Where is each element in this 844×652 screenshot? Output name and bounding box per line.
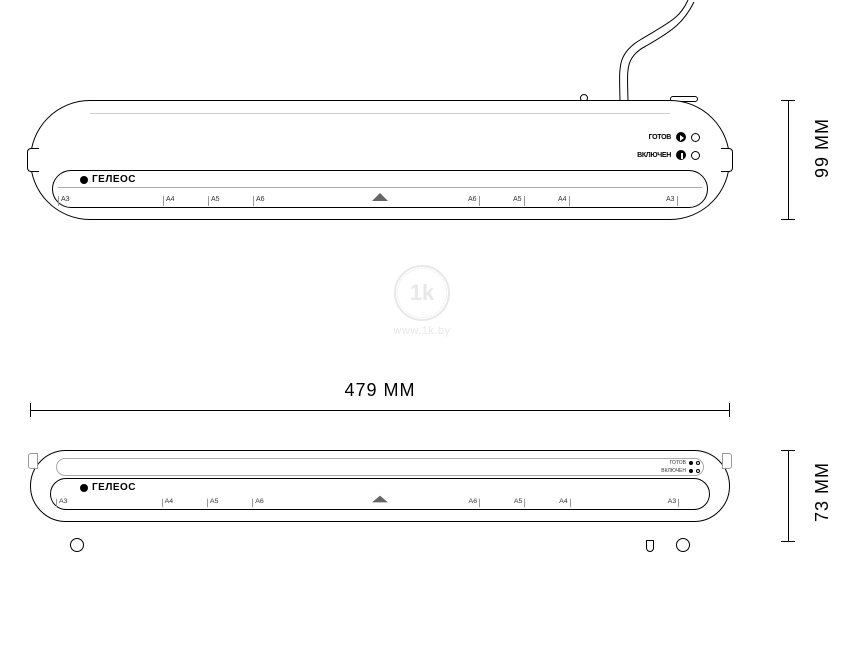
watermark: 1k www.1k.by: [0, 265, 844, 337]
foot-left: [70, 538, 84, 552]
paper-mark-a4: A4: [559, 499, 571, 508]
watermark-badge: 1k: [394, 265, 450, 321]
paper-mark-a6: A6: [469, 499, 481, 508]
paper-mark-a6: A6: [468, 196, 480, 206]
indicator-power: ВКЛЮЧЕН: [637, 150, 700, 160]
foot-right: [676, 538, 690, 552]
device-top-view: ГОТОВ ВКЛЮЧЕН ГЕЛЕОС A3 A4 A5 A6 A6 A5 A4 A3: [30, 450, 730, 542]
side-clip-right-2: [722, 453, 732, 469]
paper-mark-a3: A3: [666, 196, 678, 206]
cord-exit: [646, 540, 654, 552]
indicator-ready: ГОТОВ: [649, 132, 700, 142]
indicators-top-view: ГОТОВ ВКЛЮЧЕН: [661, 460, 700, 476]
brand-dot-icon: [80, 176, 88, 184]
paper-mark-a3: A3: [58, 196, 70, 206]
ready-led: [691, 133, 700, 142]
paper-size-guide-top: A3 A4 A5 A6 A6 A5 A4 A3: [56, 498, 704, 510]
brand-text-2: ГЕЛЕОС: [92, 482, 136, 493]
brand-logo-2: ГЕЛЕОС: [80, 482, 136, 493]
top-seam-2: [56, 458, 704, 476]
top-seam: [90, 104, 670, 114]
indicator-power-label-2: ВКЛЮЧЕН: [661, 468, 686, 474]
dimension-height-front: [778, 100, 798, 220]
side-clip-right: [721, 148, 733, 172]
side-clip-left: [27, 148, 39, 172]
brand-text: ГЕЛЕОС: [92, 174, 136, 185]
dimension-width-label: 479 ММ: [30, 380, 730, 401]
power-led: [691, 151, 700, 160]
center-arrow-icon: [372, 496, 388, 503]
paper-mark-a5: A5: [513, 196, 525, 206]
paper-mark-a6: A6: [253, 196, 265, 206]
paper-mark-a5: A5: [207, 499, 219, 508]
paper-mark-a4: A4: [558, 196, 570, 206]
paper-mark-a3: A3: [668, 499, 680, 508]
power-cord: [560, 0, 700, 105]
dimension-height-top: [778, 450, 798, 542]
brand-logo: ГЕЛЕОС: [80, 174, 136, 185]
dimension-height-top-label: 73 ММ: [812, 462, 833, 522]
paper-mark-a6: A6: [252, 499, 264, 508]
indicator-power-label: ВКЛЮЧЕН: [637, 152, 671, 159]
side-clip-left-2: [28, 453, 38, 469]
brand-dot-icon-2: [80, 484, 88, 492]
device-front-view: ГОТОВ ВКЛЮЧЕН ГЕЛЕОС A3 A4 A5 A6 A6 A5 A4 A3: [30, 100, 730, 220]
watermark-url: www.1k.by: [0, 325, 844, 337]
paper-mark-a4: A4: [162, 499, 174, 508]
indicator-ready-label: ГОТОВ: [649, 134, 671, 141]
indicator-ready-label-2: ГОТОВ: [670, 460, 686, 466]
center-arrow-icon: [372, 193, 388, 201]
paper-size-guide-front: A3 A4 A5 A6 A6 A5 A4 A3: [58, 196, 702, 210]
paper-mark-a4: A4: [163, 196, 175, 206]
play-icon: [676, 132, 686, 142]
paper-mark-a5: A5: [208, 196, 220, 206]
paper-mark-a5: A5: [514, 499, 526, 508]
power-icon: [676, 150, 686, 160]
technical-drawing-canvas: ГОТОВ ВКЛЮЧЕН ГЕЛЕОС A3 A4 A5 A6 A6 A5 A4 A3 99…: [0, 0, 844, 652]
paper-mark-a3: A3: [56, 499, 68, 508]
dimension-height-front-label: 99 ММ: [812, 118, 833, 178]
